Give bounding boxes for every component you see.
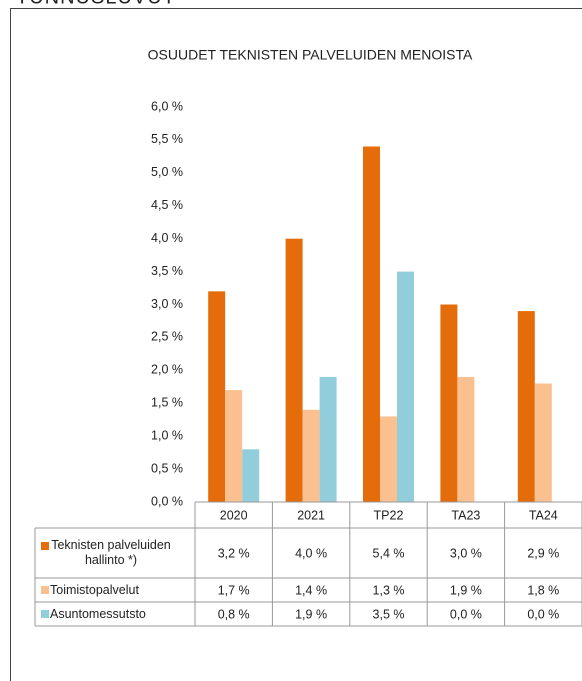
x-tick-label: 2020: [220, 508, 248, 522]
x-tick-label: 2021: [297, 508, 325, 522]
table-value: 3,2 %: [218, 546, 250, 560]
y-tick-label: 2,5 %: [151, 330, 183, 344]
table-value: 0,8 %: [218, 607, 250, 621]
bar: [285, 238, 303, 502]
table-value: 1,3 %: [373, 583, 405, 597]
legend-swatch: [41, 586, 49, 594]
chart-title: OSUUDET TEKNISTEN PALVELUIDEN MENOISTA: [148, 47, 473, 63]
y-tick-label: 0,0 %: [151, 494, 183, 508]
bar: [534, 383, 552, 502]
bar: [363, 146, 380, 502]
table-value: 0,0 %: [450, 607, 482, 621]
table-value: 0,0 %: [527, 607, 559, 621]
bar: [302, 409, 320, 502]
y-tick-label: 5,0 %: [151, 165, 183, 179]
table-value: 3,5 %: [373, 607, 405, 621]
legend-label: Toimistopalvelut: [50, 582, 139, 597]
bar: [397, 271, 414, 502]
table-value: 5,4 %: [373, 546, 405, 560]
table-value: 3,0 %: [450, 546, 482, 560]
y-tick-label: 4,5 %: [151, 198, 183, 212]
bar: [242, 449, 260, 502]
y-tick-label: 2,0 %: [151, 363, 183, 377]
table-value: 1,4 %: [295, 583, 327, 597]
legend-swatch: [41, 542, 49, 550]
legend-label: Teknisten palveluiden hallinto *): [51, 538, 171, 567]
x-tick-label: TA23: [451, 508, 480, 522]
table-value: 1,7 %: [218, 583, 250, 597]
bar: [225, 390, 243, 502]
table-value: 1,8 %: [527, 583, 559, 597]
table-value: 1,9 %: [450, 583, 482, 597]
legend-label-box: Teknisten palveluiden hallinto *): [51, 538, 171, 567]
bar: [440, 304, 458, 502]
bar: [208, 291, 226, 502]
y-tick-label: 5,5 %: [151, 132, 183, 146]
y-tick-label: 1,5 %: [151, 396, 183, 410]
y-tick-label: 0,5 %: [151, 461, 183, 475]
y-tick-label: 6,0 %: [151, 99, 183, 113]
table-value: 4,0 %: [295, 546, 327, 560]
table-value: 2,9 %: [527, 546, 559, 560]
bar: [319, 376, 337, 502]
y-tick-label: 1,0 %: [151, 428, 183, 442]
x-tick-label: TA24: [529, 508, 558, 522]
y-tick-label: 3,5 %: [151, 264, 183, 278]
y-tick-label: 4,0 %: [151, 231, 183, 245]
bar: [380, 416, 397, 502]
legend-label: Asuntomessutsto: [50, 606, 146, 621]
legend-label-box: Asuntomessutsto: [50, 606, 146, 621]
y-tick-label: 3,0 %: [151, 297, 183, 311]
bar: [517, 311, 535, 502]
x-tick-label: TP22: [374, 508, 404, 522]
legend-swatch: [41, 610, 49, 618]
legend-label-box: Toimistopalvelut: [50, 582, 139, 597]
chart-frame: [10, 8, 582, 681]
page-heading: TUNNUSLUVUT: [16, 0, 176, 8]
table-value: 1,9 %: [295, 607, 327, 621]
bar: [457, 376, 475, 502]
